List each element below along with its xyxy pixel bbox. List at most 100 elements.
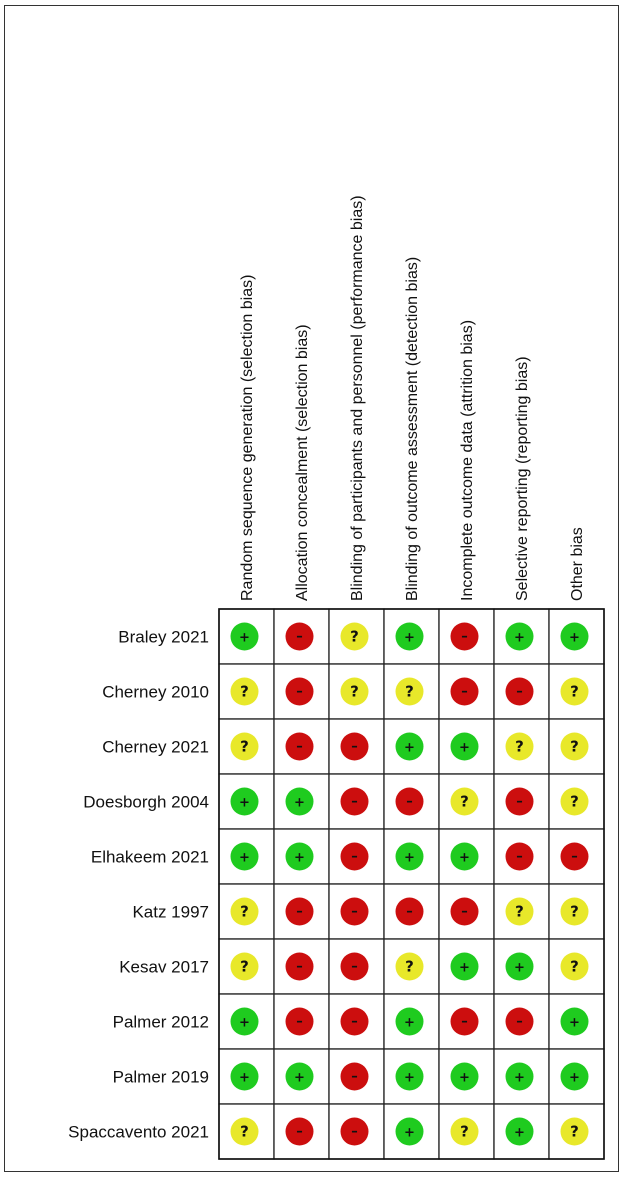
question-symbol: ? — [570, 738, 579, 756]
minus-symbol: – — [296, 740, 303, 755]
unclear-risk-marker — [560, 787, 589, 816]
low-risk-marker — [395, 1117, 424, 1146]
plus-symbol: + — [569, 1016, 580, 1031]
minus-symbol: – — [461, 1015, 468, 1030]
high-risk-marker — [395, 787, 424, 816]
question-symbol: ? — [350, 683, 359, 701]
plus-symbol: + — [514, 1071, 525, 1086]
grid-cell — [383, 773, 440, 830]
question-symbol: ? — [570, 1123, 579, 1141]
low-risk-marker — [285, 1062, 314, 1091]
high-risk-marker — [340, 1007, 369, 1036]
minus-symbol: – — [351, 960, 358, 975]
question-symbol: ? — [515, 738, 524, 756]
low-risk-marker — [450, 732, 479, 761]
minus-symbol: – — [461, 685, 468, 700]
unclear-risk-marker — [560, 897, 589, 926]
high-risk-marker — [285, 1117, 314, 1146]
plus-symbol: + — [514, 961, 525, 976]
plus-symbol: + — [459, 961, 470, 976]
low-risk-marker — [230, 622, 259, 651]
plus-symbol: + — [239, 1071, 250, 1086]
question-symbol: ? — [240, 903, 249, 921]
study-label: Katz 1997 — [132, 903, 209, 922]
low-risk-marker — [450, 842, 479, 871]
unclear-risk-marker — [340, 677, 369, 706]
plus-symbol: + — [404, 741, 415, 756]
question-symbol: ? — [460, 793, 469, 811]
study-label: Palmer 2012 — [113, 1013, 209, 1032]
low-risk-marker — [450, 952, 479, 981]
low-risk-marker — [285, 787, 314, 816]
minus-symbol: – — [516, 685, 523, 700]
question-symbol: ? — [570, 683, 579, 701]
study-label: Kesav 2017 — [119, 958, 209, 977]
risk-of-bias-grid: Random sequence generation (selection bi… — [68, 195, 605, 1160]
plus-symbol: + — [404, 1016, 415, 1031]
plus-symbol: + — [459, 1071, 470, 1086]
unclear-risk-marker — [560, 952, 589, 981]
domain-header: Random sequence generation (selection bi… — [239, 275, 256, 601]
high-risk-marker — [450, 1007, 479, 1036]
minus-symbol: – — [351, 1125, 358, 1140]
unclear-risk-marker — [230, 677, 259, 706]
low-risk-marker — [395, 622, 424, 651]
low-risk-marker — [395, 732, 424, 761]
plus-symbol: + — [294, 1071, 305, 1086]
question-symbol: ? — [570, 903, 579, 921]
minus-symbol: – — [351, 1070, 358, 1085]
grid-cell — [548, 773, 605, 830]
unclear-risk-marker — [230, 897, 259, 926]
study-label: Elhakeem 2021 — [91, 848, 209, 867]
high-risk-marker — [450, 897, 479, 926]
high-risk-marker — [285, 622, 314, 651]
plus-symbol: + — [239, 1016, 250, 1031]
question-symbol: ? — [515, 903, 524, 921]
low-risk-marker — [230, 1062, 259, 1091]
high-risk-marker — [340, 787, 369, 816]
minus-symbol: – — [351, 905, 358, 920]
study-label: Cherney 2021 — [102, 738, 209, 757]
minus-symbol: – — [351, 795, 358, 810]
high-risk-marker — [560, 842, 589, 871]
minus-symbol: – — [296, 630, 303, 645]
minus-symbol: – — [516, 795, 523, 810]
high-risk-marker — [285, 677, 314, 706]
grid-border — [218, 608, 605, 1160]
low-risk-marker — [505, 1062, 534, 1091]
unclear-risk-marker — [560, 1117, 589, 1146]
low-risk-marker — [230, 1007, 259, 1036]
plus-symbol: + — [294, 796, 305, 811]
question-symbol: ? — [240, 958, 249, 976]
unclear-risk-marker — [395, 677, 424, 706]
unclear-risk-marker — [560, 677, 589, 706]
domain-header: Incomplete outcome data (attrition bias) — [459, 320, 476, 601]
high-risk-marker — [340, 732, 369, 761]
low-risk-marker — [560, 1062, 589, 1091]
minus-symbol: – — [516, 850, 523, 865]
question-symbol: ? — [570, 793, 579, 811]
plus-symbol: + — [404, 631, 415, 646]
high-risk-marker — [285, 1007, 314, 1036]
risk-of-bias-figure: Random sequence generation (selection bi… — [4, 5, 619, 1172]
minus-symbol: – — [351, 850, 358, 865]
low-risk-marker — [560, 1007, 589, 1036]
question-symbol: ? — [240, 1123, 249, 1141]
plus-symbol: + — [404, 1126, 415, 1141]
domain-header: Allocation concealment (selection bias) — [294, 324, 311, 601]
high-risk-marker — [505, 842, 534, 871]
plus-symbol: + — [239, 851, 250, 866]
unclear-risk-marker — [230, 732, 259, 761]
plus-symbol: + — [459, 741, 470, 756]
study-label: Palmer 2019 — [113, 1068, 209, 1087]
minus-symbol: – — [516, 1015, 523, 1030]
low-risk-marker — [230, 842, 259, 871]
low-risk-marker — [505, 952, 534, 981]
unclear-risk-marker — [340, 622, 369, 651]
unclear-risk-marker — [230, 952, 259, 981]
plus-symbol: + — [404, 1071, 415, 1086]
unclear-risk-marker — [395, 952, 424, 981]
study-label: Doesborgh 2004 — [83, 793, 209, 812]
low-risk-marker — [395, 1007, 424, 1036]
plus-symbol: + — [404, 851, 415, 866]
